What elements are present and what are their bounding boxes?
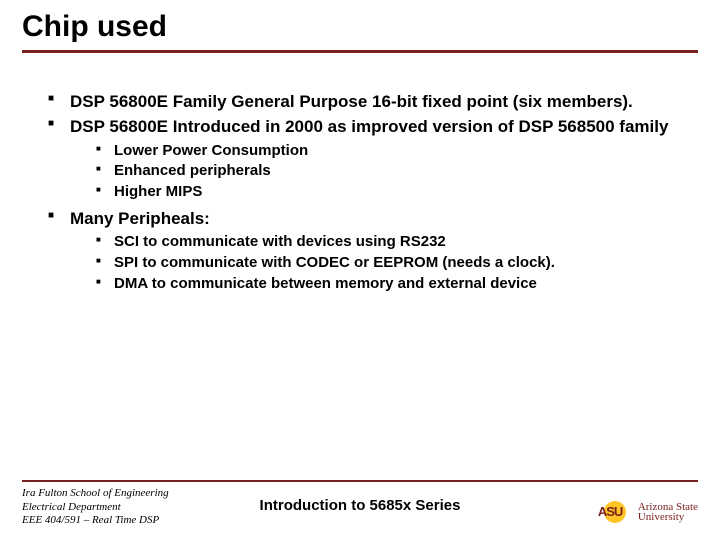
bullet-text: Higher MIPS — [114, 183, 202, 200]
asu-name: Arizona State University — [638, 502, 698, 523]
slide: { "title": { "text": "Chip used", "fonts… — [0, 0, 720, 540]
sub-bullet-item: Higher MIPS — [96, 183, 690, 202]
footer-rule — [22, 480, 698, 482]
bullet-text: SPI to communicate with CODEC or EEPROM … — [114, 254, 555, 271]
slide-title: Chip used — [22, 10, 720, 44]
asu-logo-mark: ASU — [598, 501, 632, 523]
sub-bullet-list: SCI to communicate with devices using RS… — [96, 233, 690, 293]
bullet-item: Many Peripheals: SCI to communicate with… — [48, 208, 690, 294]
bullet-text: SCI to communicate with devices using RS… — [114, 233, 446, 250]
sub-bullet-item: SCI to communicate with devices using RS… — [96, 233, 690, 252]
bullet-text: DSP 56800E Introduced in 2000 as improve… — [70, 117, 668, 136]
sub-bullet-item: Lower Power Consumption — [96, 142, 690, 161]
footer-left-line: EEE 404/591 – Real Time DSP — [22, 514, 169, 528]
asu-mark-text: ASU — [598, 504, 622, 519]
bullet-list: DSP 56800E Family General Purpose 16-bit… — [48, 91, 690, 293]
bullet-item: DSP 56800E Introduced in 2000 as improve… — [48, 116, 690, 202]
title-area: Chip used — [0, 0, 720, 44]
bullet-text: Enhanced peripherals — [114, 162, 271, 179]
content-area: DSP 56800E Family General Purpose 16-bit… — [0, 53, 720, 293]
asu-logo: ASU Arizona State University — [598, 498, 698, 526]
bullet-text: Many Peripheals: — [70, 209, 210, 228]
sub-bullet-item: Enhanced peripherals — [96, 162, 690, 181]
bullet-text: DSP 56800E Family General Purpose 16-bit… — [70, 92, 633, 111]
sub-bullet-item: DMA to communicate between memory and ex… — [96, 275, 690, 294]
bullet-text: Lower Power Consumption — [114, 142, 308, 159]
bullet-text: DMA to communicate between memory and ex… — [114, 275, 537, 292]
asu-name-line: University — [638, 512, 698, 522]
sub-bullet-list: Lower Power Consumption Enhanced periphe… — [96, 142, 690, 202]
sub-bullet-item: SPI to communicate with CODEC or EEPROM … — [96, 254, 690, 273]
bullet-item: DSP 56800E Family General Purpose 16-bit… — [48, 91, 690, 112]
